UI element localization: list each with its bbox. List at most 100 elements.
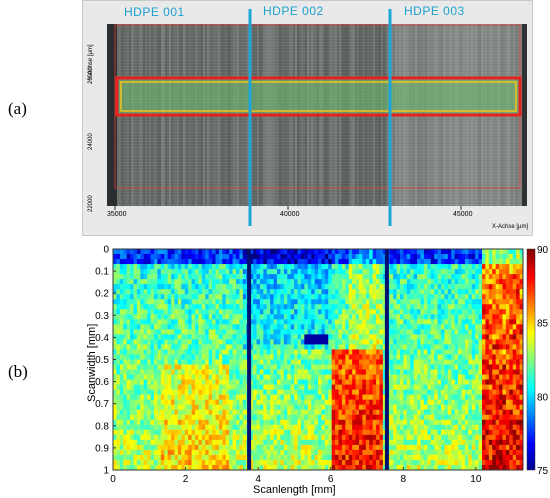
heatmap-cell [499,279,503,285]
heatmap-cell [304,319,309,325]
heatmap-cell [113,349,117,355]
heatmap-cell [341,439,346,446]
heatmap-cell [147,294,151,300]
heatmap-cell [331,304,336,310]
heatmap-cell [195,314,199,320]
heatmap-cell [420,374,425,380]
heatmap-cell [328,419,333,426]
heatmap-cell [307,349,312,355]
heatmap-cell [225,259,230,265]
heatmap-cell [191,344,196,350]
heatmap-cell [495,439,500,446]
heatmap-cell [154,304,158,310]
heatmap-cell [218,374,223,380]
heatmap-cell [150,274,155,280]
heatmap-cell [505,409,510,416]
heatmap-cell [218,409,223,416]
heatmap-cell [403,319,408,325]
heatmap-cell [461,324,466,330]
heatmap-cell [376,279,380,285]
heatmap-cell [277,274,281,280]
heatmap-cell [311,419,315,426]
heatmap-cell [229,264,233,270]
heatmap-cell [376,439,380,446]
heatmap-cell [478,374,483,380]
heatmap-cell [256,364,261,370]
heatmap-cell [505,444,510,451]
heatmap-cell [365,344,370,350]
heatmap-cell [505,294,510,300]
heatmap-cell [413,399,418,406]
heatmap-cell [263,419,268,426]
heatmap-cell [458,429,462,436]
heatmap-cell [321,304,326,310]
heatmap-cell [331,424,336,431]
heatmap-cell [273,359,278,365]
roi-rectangle[interactable] [115,76,522,117]
heatmap-cell [266,349,271,355]
heatmap-cell [283,434,288,441]
heatmap-cell [488,429,493,436]
heatmap-cell [475,254,479,260]
heatmap-cell [174,304,179,310]
heatmap-cell [208,344,213,350]
heatmap-cell [335,264,339,270]
heatmap-cell [475,304,479,310]
heatmap-cell [239,379,244,386]
heatmap-cell [413,444,418,451]
heatmap-cell [280,444,285,451]
heatmap-cell [256,369,261,375]
heatmap-cell [341,389,346,396]
heatmap-cell [505,334,510,340]
heatmap-cell [256,379,261,386]
heatmap-cell [324,249,329,255]
heatmap-cell [451,389,456,396]
heatmap-cell [311,249,315,255]
heatmap-cell [410,274,415,280]
heatmap-cell [369,259,374,265]
heatmap-cell [140,299,145,305]
heatmap-cell [266,294,271,300]
heatmap-cell [495,254,500,260]
heatmap-cell [502,449,507,456]
heatmap-cell [177,434,182,441]
heatmap-cell [447,274,452,280]
heatmap-cell [167,274,172,280]
heatmap-cell [324,389,329,396]
heatmap-cell [458,449,462,456]
heatmap-cell [461,449,466,456]
heatmap-cell [314,374,319,380]
heatmap-cell [232,349,237,355]
heatmap-cell [509,279,514,285]
heatmap-cell [318,274,322,280]
heatmap-cell [427,324,432,330]
heatmap-cell [341,359,346,365]
heatmap-cell [164,329,169,335]
heatmap-cell [232,269,237,275]
heatmap-cell [362,354,367,360]
heatmap-cell [413,394,418,401]
heatmap-cell [123,399,128,406]
heatmap-cell [263,264,268,270]
heatmap-cell [294,364,298,370]
heatmap-cell [280,414,285,421]
heatmap-cell [355,329,360,335]
heatmap-cell [413,369,418,375]
heatmap-cell [300,299,305,305]
heatmap-cell [229,319,233,325]
heatmap-cell [410,304,415,310]
heatmap-cell [157,384,162,391]
heatmap-cell [464,409,469,416]
heatmap-cell [253,354,257,360]
heatmap-cell [212,249,216,255]
heatmap-cell [113,269,117,275]
heatmap-cell [236,444,240,451]
heatmap-cell [420,439,425,446]
heatmap-cell [458,249,462,255]
heatmap-cell [451,404,456,411]
heatmap-cell [157,399,162,406]
heatmap-cell [406,374,411,380]
heatmap-cell [270,344,274,350]
heatmap-cell [218,369,223,375]
heatmap-cell [464,449,469,456]
